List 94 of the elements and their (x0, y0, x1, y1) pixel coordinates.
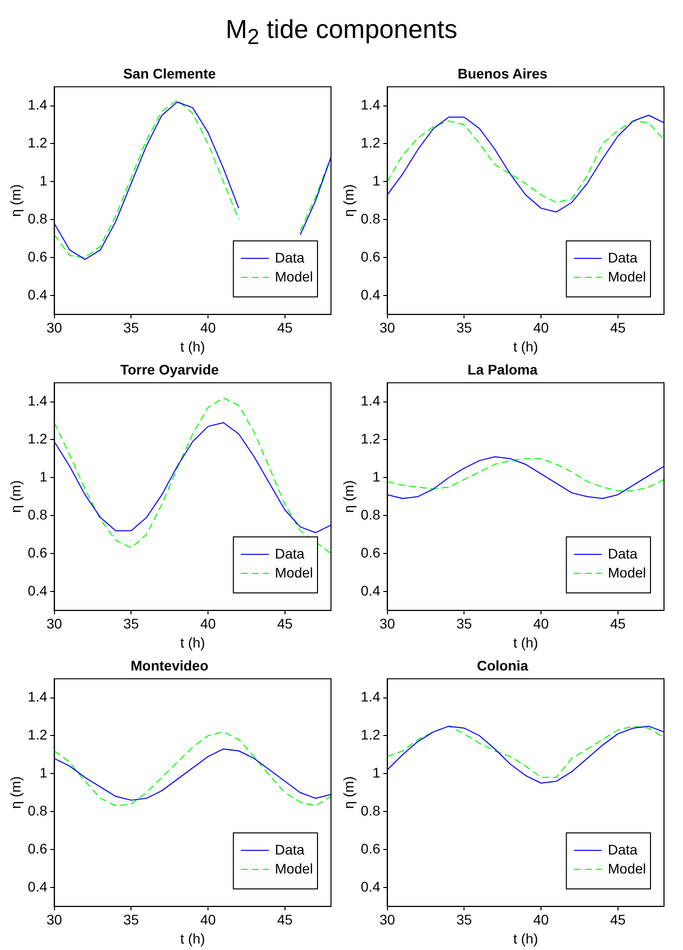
legend-label: Data (608, 841, 638, 858)
x-tick-label: 30 (379, 616, 396, 632)
y-tick-label: 0.8 (360, 210, 380, 227)
y-tick-label: 1 (372, 172, 380, 189)
y-tick-label: 1.4 (360, 96, 380, 113)
legend-label: Model (274, 860, 314, 876)
y-axis-title: η (m) (340, 480, 356, 514)
y-tick-label: 0.8 (360, 802, 380, 819)
x-tick-label: 45 (277, 912, 293, 928)
x-tick-label: 30 (46, 912, 62, 928)
x-tick-label: 40 (533, 616, 549, 632)
y-axis-title: η (m) (340, 776, 356, 810)
x-tick-label: 45 (610, 320, 626, 336)
line-series (54, 732, 331, 807)
chart-title: La Paloma (467, 361, 538, 378)
y-tick-label: 1.2 (360, 134, 380, 151)
legend-label: Model (608, 268, 646, 284)
legend-label: Data (608, 545, 638, 562)
x-tick-label: 45 (610, 616, 626, 632)
legend-label: Model (274, 268, 314, 284)
y-tick-label: 1.2 (28, 134, 48, 151)
x-tick-label: 45 (277, 320, 293, 336)
x-tick-label: 30 (46, 320, 62, 336)
x-tick-label: 40 (533, 912, 549, 928)
chart-title: Montevideo (130, 657, 208, 674)
x-tick-label: 35 (456, 616, 472, 632)
y-tick-label: 0.8 (360, 506, 380, 523)
legend-label: Model (608, 860, 646, 876)
x-axis-title: t (h) (513, 338, 538, 355)
y-tick-label: 1.2 (360, 726, 380, 743)
x-tick-label: 30 (379, 320, 396, 336)
x-tick-label: 40 (200, 320, 216, 336)
y-tick-label: 1 (39, 172, 48, 189)
legend-label: Data (274, 545, 305, 562)
x-tick-label: 30 (379, 912, 396, 928)
x-tick-label: 45 (277, 616, 293, 632)
x-tick-label: 40 (533, 320, 549, 336)
y-tick-label: 1.2 (28, 430, 48, 447)
y-tick-label: 0.6 (360, 840, 380, 857)
y-tick-label: 1.2 (360, 430, 380, 447)
y-tick-label: 1 (39, 468, 48, 485)
legend-label: Data (274, 841, 305, 858)
y-tick-label: 0.4 (28, 582, 48, 598)
legend-label: Data (608, 249, 638, 266)
x-tick-label: 30 (46, 616, 62, 632)
y-tick-label: 1.4 (28, 392, 48, 409)
x-tick-label: 35 (456, 320, 472, 336)
chart-title: San Clemente (123, 65, 216, 82)
x-tick-label: 40 (200, 912, 216, 928)
y-tick-label: 0.6 (28, 544, 48, 561)
y-tick-label: 0.4 (360, 286, 380, 302)
legend-label: Data (274, 249, 305, 266)
y-tick-label: 0.4 (360, 878, 380, 894)
y-tick-label: 1.4 (360, 392, 380, 409)
x-tick-label: 35 (123, 320, 140, 336)
y-axis-title: η (m) (340, 184, 356, 218)
y-axis-title: η (m) (7, 776, 24, 810)
line-series (387, 458, 664, 492)
x-axis-title: t (h) (513, 634, 538, 651)
y-tick-label: 0.6 (28, 840, 48, 857)
y-tick-label: 0.6 (28, 248, 48, 265)
legend-label: Model (274, 564, 314, 580)
x-axis-title: t (h) (180, 930, 206, 947)
y-tick-label: 1 (39, 764, 48, 781)
y-tick-label: 0.4 (360, 582, 380, 598)
x-tick-label: 40 (200, 616, 216, 632)
x-tick-label: 35 (123, 912, 140, 928)
y-tick-label: 1.4 (360, 688, 380, 705)
line-series (387, 120, 664, 204)
y-tick-label: 0.6 (360, 544, 380, 561)
chart-title: Colonia (476, 657, 528, 674)
x-tick-label: 45 (610, 912, 626, 928)
x-axis-title: t (h) (180, 634, 206, 651)
y-tick-label: 0.8 (28, 210, 48, 227)
x-axis-title: t (h) (513, 930, 538, 947)
y-tick-label: 0.6 (360, 248, 380, 265)
y-tick-label: 0.4 (28, 878, 48, 894)
y-tick-label: 1 (372, 764, 380, 781)
legend-label: Model (608, 564, 646, 580)
y-axis-title: η (m) (7, 184, 24, 218)
y-tick-label: 0.8 (28, 506, 48, 523)
x-axis-title: t (h) (180, 338, 206, 355)
chart-title: Torre Oyarvide (120, 361, 219, 378)
x-tick-label: 35 (456, 912, 472, 928)
text: M$_{2}$ tide components (226, 14, 458, 50)
chart-title: Buenos Aires (458, 65, 548, 82)
y-tick-label: 1.2 (28, 726, 48, 743)
y-tick-label: 1.4 (28, 96, 48, 113)
y-tick-label: 0.8 (28, 802, 48, 819)
y-axis-title: η (m) (7, 480, 24, 514)
y-tick-label: 0.4 (28, 286, 48, 302)
y-tick-label: 1 (372, 468, 380, 485)
x-tick-label: 35 (123, 616, 140, 632)
y-tick-label: 1.4 (28, 688, 48, 705)
